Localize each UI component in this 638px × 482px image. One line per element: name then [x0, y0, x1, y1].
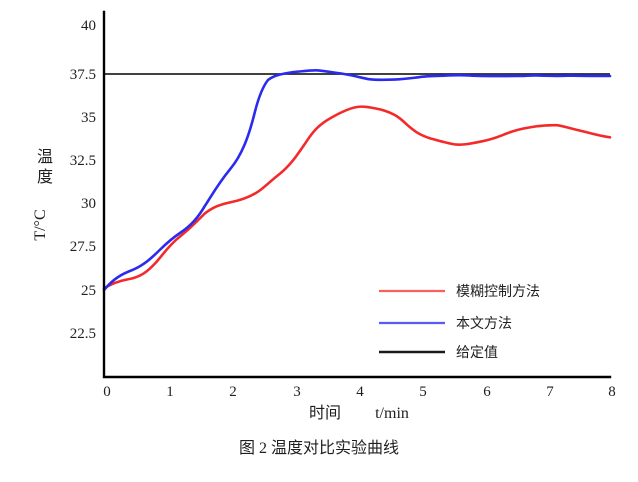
y-tick-label: 27.5 [70, 239, 96, 255]
y-tick-label: 25 [81, 283, 96, 299]
legend-label: 模糊控制方法 [456, 284, 540, 300]
y-tick-label: 32.5 [70, 153, 96, 169]
series-line-fuzzy-control [102, 105, 612, 290]
legend-label: 本文方法 [456, 316, 512, 332]
y-tick-label: 22.5 [70, 326, 96, 342]
x-tick-label: 5 [419, 384, 427, 400]
y-axis-title: 温 度 T/°C [32, 148, 53, 241]
axis-spines [102, 10, 612, 379]
series-line-proposed-method [102, 69, 612, 292]
x-tick-label: 1 [166, 384, 174, 400]
x-tick-label: 4 [356, 384, 364, 400]
x-tick-label: 2 [229, 384, 237, 400]
x-axis-title: 时间 t/min [309, 404, 409, 422]
y-axis-title-cjk-char-2: 度 [37, 168, 53, 186]
legend-item-setpoint[interactable]: 给定值 [379, 345, 498, 361]
x-axis-title-cjk: 时间 [309, 404, 341, 422]
x-tick-label: 3 [293, 384, 301, 400]
x-axis-title-unit: t/min [375, 405, 409, 422]
x-tick-label: 8 [608, 384, 616, 400]
legend-label: 给定值 [456, 345, 498, 361]
y-tick-label: 40 [81, 18, 96, 34]
x-tick-label: 0 [103, 384, 111, 400]
x-tick-label: 7 [546, 384, 554, 400]
y-axis-tick-labels: 40 37.5 35 32.5 30 27.5 25 22.5 [70, 18, 96, 342]
y-tick-label: 30 [81, 196, 96, 212]
legend-item-fuzzy-control[interactable]: 模糊控制方法 [379, 284, 540, 300]
y-tick-label: 35 [81, 110, 96, 126]
figure-caption: 图 2 温度对比实验曲线 [239, 439, 399, 457]
x-axis-tick-labels: 0 1 2 3 4 5 6 7 8 [103, 384, 616, 400]
y-axis-title-unit: T/°C [32, 209, 49, 240]
legend: 模糊控制方法 本文方法 给定值 [379, 284, 540, 361]
legend-item-proposed-method[interactable]: 本文方法 [379, 316, 512, 332]
y-axis-title-cjk-char-1: 温 [37, 148, 53, 166]
x-tick-label: 6 [483, 384, 491, 400]
y-tick-label: 37.5 [70, 67, 96, 83]
